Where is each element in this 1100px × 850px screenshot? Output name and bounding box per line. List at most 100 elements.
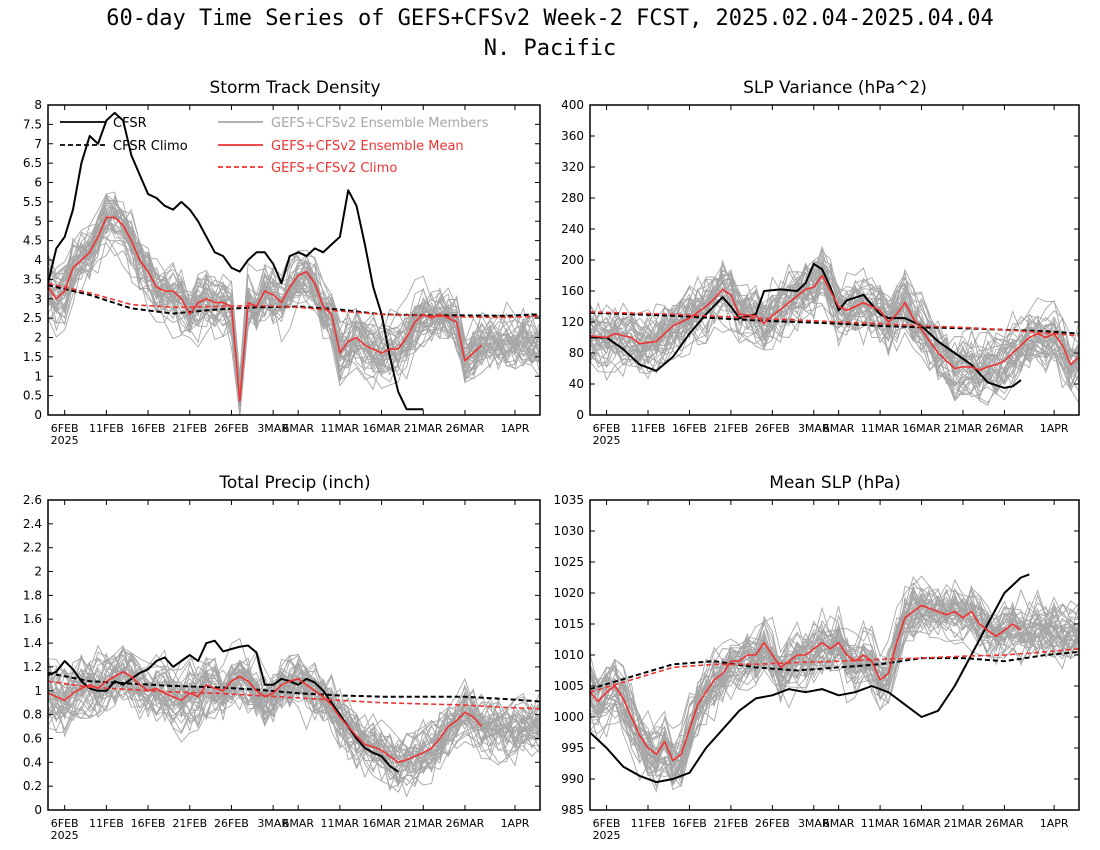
x-tick-label: 11FEB	[89, 817, 124, 830]
gefs-climo-line	[590, 311, 1079, 337]
gefs-climo-line	[48, 282, 540, 319]
x-tick-label: 16FEB	[131, 422, 166, 435]
ensemble-member-line	[590, 267, 1079, 392]
x-tick-label: 1APR	[501, 817, 530, 830]
x-tick-label: 11FEB	[89, 422, 124, 435]
y-tick-label: 6.5	[23, 156, 42, 170]
y-tick-label: 1	[34, 684, 42, 698]
ensemble-member-line	[590, 292, 1079, 406]
y-tick-label: 2.5	[23, 311, 42, 325]
plot-area	[48, 638, 540, 798]
x-tick-label: 1APR	[501, 422, 530, 435]
x-tick-label: 16MAR	[362, 817, 401, 830]
x-year-label: 2025	[51, 829, 79, 842]
y-tick-label: 2.4	[23, 517, 42, 531]
legend-label: GEFS+CFSv2 Ensemble Mean	[271, 139, 464, 154]
ensemble-member-line	[48, 210, 540, 387]
ensemble-member-line	[48, 208, 540, 415]
legend-label: GEFS+CFSv2 Ensemble Members	[271, 116, 489, 131]
y-tick-label: 1.4	[23, 636, 42, 650]
gefs-climo-line	[590, 648, 1079, 693]
x-tick-label: 6MAR	[823, 817, 855, 830]
y-tick-label: 1020	[553, 586, 584, 600]
x-tick-label: 26FEB	[755, 817, 790, 830]
x-tick-label: 21FEB	[713, 817, 748, 830]
x-tick-label: 21FEB	[172, 817, 207, 830]
x-tick-label: 21MAR	[404, 817, 443, 830]
ensemble-member-line	[48, 210, 540, 408]
ensemble-member-line	[590, 265, 1079, 373]
panel-title: Total Precip (inch)	[218, 473, 370, 493]
y-tick-label: 990	[561, 772, 584, 786]
ensemble-member-line	[48, 239, 540, 412]
panel-title: Storm Track Density	[209, 78, 380, 98]
y-tick-label: 1.8	[23, 588, 42, 602]
y-tick-label: 2	[34, 565, 42, 579]
x-tick-label: 21FEB	[713, 422, 748, 435]
y-tick-label: 80	[569, 346, 584, 360]
y-tick-label: 5	[34, 214, 42, 228]
y-tick-label: 1000	[553, 710, 584, 724]
x-tick-label: 16MAR	[902, 817, 941, 830]
x-tick-label: 11FEB	[631, 422, 666, 435]
x-tick-label: 26MAR	[446, 422, 485, 435]
y-tick-label: 3	[34, 292, 42, 306]
x-year-label: 2025	[593, 829, 621, 842]
y-tick-label: 1.2	[23, 660, 42, 674]
y-tick-label: 1005	[553, 679, 584, 693]
y-tick-label: 0	[34, 408, 42, 422]
ensemble-member-line	[48, 674, 540, 770]
x-tick-label: 11MAR	[321, 422, 360, 435]
x-tick-label: 11MAR	[861, 422, 900, 435]
ensemble-member-line	[48, 212, 540, 415]
ensemble-member-line	[590, 299, 1079, 399]
x-tick-label: 16MAR	[902, 422, 941, 435]
x-tick-label: 6FEB	[593, 817, 621, 830]
ensemble-member-line	[590, 260, 1079, 387]
legend: CFSR CFSR Climo GEFS+CFSv2 Ensemble Member…	[60, 116, 489, 176]
plot-area	[48, 111, 540, 415]
cfsr-climo-line	[48, 671, 540, 703]
x-tick-label: 6MAR	[282, 817, 314, 830]
gefs-climo-line	[48, 680, 540, 710]
x-tick-label: 6MAR	[823, 422, 855, 435]
ensemble-member-line	[590, 273, 1079, 375]
y-tick-label: 3.5	[23, 272, 42, 286]
y-tick-label: 1025	[553, 555, 584, 569]
ensemble-member-line	[590, 265, 1079, 396]
cfsr-line	[48, 639, 399, 773]
x-tick-label: 11MAR	[321, 817, 360, 830]
chart-panel-2: SLP Variance (hPa^2) 0 40 80 120 160 200 240 280…	[561, 78, 1080, 447]
panel-title: SLP Variance (hPa^2)	[743, 78, 927, 98]
x-tick-label: 16FEB	[131, 817, 166, 830]
y-tick-label: 40	[569, 377, 584, 391]
cfsr-line	[590, 573, 1030, 784]
x-year-label: 2025	[593, 434, 621, 447]
y-tick-label: 1010	[553, 648, 584, 662]
y-tick-label: 4	[34, 253, 42, 267]
chart-panel-3: Total Precip (inch) 0 0.2 0.4 0.6 0.8 1 1.2 1.4 1…	[23, 473, 541, 842]
y-tick-label: 320	[561, 160, 584, 174]
plot-area	[590, 245, 1079, 406]
y-tick-label: 0	[34, 803, 42, 817]
y-tick-label: 1	[34, 369, 42, 383]
x-tick-label: 1APR	[1040, 817, 1069, 830]
ensemble-mean-line	[590, 604, 1022, 762]
y-tick-label: 4.5	[23, 234, 42, 248]
ensemble-member-line	[590, 251, 1079, 392]
ensemble-member-line	[590, 575, 1079, 770]
y-tick-label: 200	[561, 253, 584, 267]
y-tick-label: 985	[561, 803, 584, 817]
x-tick-label: 11FEB	[631, 817, 666, 830]
plot-frame	[47, 499, 541, 811]
x-tick-label: 3MAR	[257, 817, 289, 830]
legend-label: CFSR	[113, 116, 147, 131]
ensemble-mean-line	[48, 216, 483, 403]
y-tick-label: 5.5	[23, 195, 42, 209]
x-tick-label: 16FEB	[672, 422, 707, 435]
ensemble-member-line	[590, 592, 1079, 747]
y-tick-label: 1015	[553, 617, 584, 631]
ensemble-member-line	[48, 661, 540, 792]
x-tick-label: 11MAR	[861, 817, 900, 830]
